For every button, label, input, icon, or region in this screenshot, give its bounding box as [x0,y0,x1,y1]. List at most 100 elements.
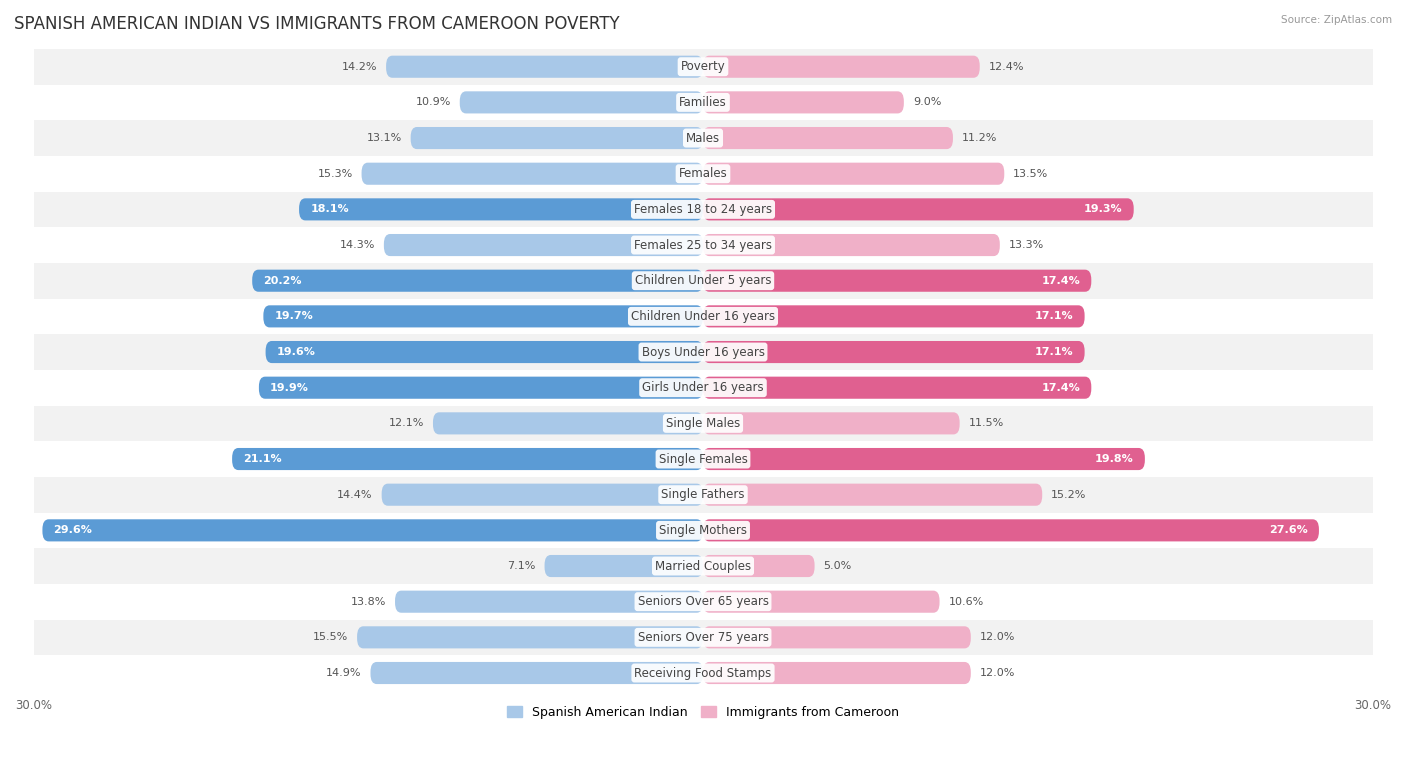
Bar [34,406,1372,441]
Text: 15.2%: 15.2% [1052,490,1087,500]
Text: 21.1%: 21.1% [243,454,281,464]
Text: 13.3%: 13.3% [1008,240,1045,250]
FancyBboxPatch shape [299,199,703,221]
Text: Single Males: Single Males [666,417,740,430]
FancyBboxPatch shape [387,55,703,78]
Bar [34,370,1372,406]
Text: Children Under 16 years: Children Under 16 years [631,310,775,323]
Bar [34,85,1372,121]
FancyBboxPatch shape [263,305,703,327]
FancyBboxPatch shape [361,163,703,185]
Text: 12.0%: 12.0% [980,632,1015,642]
Bar [34,619,1372,655]
Text: 10.9%: 10.9% [415,97,451,108]
Text: Married Couples: Married Couples [655,559,751,572]
FancyBboxPatch shape [460,91,703,114]
Bar [34,512,1372,548]
Text: 12.4%: 12.4% [988,61,1024,72]
Text: 19.9%: 19.9% [270,383,309,393]
Text: 17.1%: 17.1% [1035,312,1073,321]
FancyBboxPatch shape [703,412,960,434]
Text: Males: Males [686,132,720,145]
Text: 15.5%: 15.5% [314,632,349,642]
Bar [34,263,1372,299]
Bar [34,121,1372,156]
FancyBboxPatch shape [395,590,703,612]
FancyBboxPatch shape [703,127,953,149]
FancyBboxPatch shape [703,163,1004,185]
Text: 17.4%: 17.4% [1042,276,1080,286]
Text: 13.8%: 13.8% [350,597,387,606]
FancyBboxPatch shape [433,412,703,434]
Text: 29.6%: 29.6% [53,525,93,535]
Text: 19.8%: 19.8% [1095,454,1133,464]
Bar [34,655,1372,691]
Text: Source: ZipAtlas.com: Source: ZipAtlas.com [1281,15,1392,25]
Text: Females: Females [679,168,727,180]
Bar [34,227,1372,263]
FancyBboxPatch shape [703,234,1000,256]
FancyBboxPatch shape [703,662,970,684]
Text: 12.1%: 12.1% [388,418,425,428]
FancyBboxPatch shape [703,590,939,612]
Bar [34,584,1372,619]
FancyBboxPatch shape [252,270,703,292]
Bar [34,548,1372,584]
Text: Children Under 5 years: Children Under 5 years [634,274,772,287]
FancyBboxPatch shape [703,199,1133,221]
FancyBboxPatch shape [371,662,703,684]
Text: Receiving Food Stamps: Receiving Food Stamps [634,666,772,679]
Bar [34,192,1372,227]
Text: 27.6%: 27.6% [1270,525,1308,535]
Bar [34,49,1372,85]
Text: Females 18 to 24 years: Females 18 to 24 years [634,203,772,216]
Text: Girls Under 16 years: Girls Under 16 years [643,381,763,394]
FancyBboxPatch shape [703,341,1084,363]
Text: 18.1%: 18.1% [311,205,349,215]
Text: 5.0%: 5.0% [824,561,852,571]
Text: 15.3%: 15.3% [318,169,353,179]
Text: 11.5%: 11.5% [969,418,1004,428]
FancyBboxPatch shape [232,448,703,470]
Text: Boys Under 16 years: Boys Under 16 years [641,346,765,359]
FancyBboxPatch shape [259,377,703,399]
FancyBboxPatch shape [357,626,703,648]
Text: SPANISH AMERICAN INDIAN VS IMMIGRANTS FROM CAMEROON POVERTY: SPANISH AMERICAN INDIAN VS IMMIGRANTS FR… [14,15,620,33]
Text: 14.9%: 14.9% [326,668,361,678]
FancyBboxPatch shape [703,305,1084,327]
Text: 17.4%: 17.4% [1042,383,1080,393]
Text: Females 25 to 34 years: Females 25 to 34 years [634,239,772,252]
FancyBboxPatch shape [384,234,703,256]
Text: 12.0%: 12.0% [980,668,1015,678]
Bar [34,156,1372,192]
Text: Seniors Over 65 years: Seniors Over 65 years [637,595,769,608]
Text: Single Mothers: Single Mothers [659,524,747,537]
Bar [34,441,1372,477]
Text: 14.2%: 14.2% [342,61,377,72]
Text: Families: Families [679,96,727,109]
Text: 20.2%: 20.2% [263,276,302,286]
Text: 17.1%: 17.1% [1035,347,1073,357]
FancyBboxPatch shape [703,270,1091,292]
FancyBboxPatch shape [266,341,703,363]
Text: 14.3%: 14.3% [340,240,375,250]
FancyBboxPatch shape [703,448,1144,470]
Text: 10.6%: 10.6% [949,597,984,606]
Text: 7.1%: 7.1% [508,561,536,571]
Bar [34,477,1372,512]
Text: Single Females: Single Females [658,453,748,465]
Text: 9.0%: 9.0% [912,97,941,108]
Text: 14.4%: 14.4% [337,490,373,500]
Legend: Spanish American Indian, Immigrants from Cameroon: Spanish American Indian, Immigrants from… [502,701,904,724]
Text: 19.6%: 19.6% [277,347,315,357]
Text: 13.1%: 13.1% [367,133,402,143]
FancyBboxPatch shape [42,519,703,541]
Text: 19.7%: 19.7% [274,312,314,321]
Text: 19.3%: 19.3% [1084,205,1122,215]
Text: 13.5%: 13.5% [1014,169,1049,179]
FancyBboxPatch shape [703,519,1319,541]
FancyBboxPatch shape [703,91,904,114]
Text: Poverty: Poverty [681,60,725,74]
FancyBboxPatch shape [703,55,980,78]
Text: 11.2%: 11.2% [962,133,997,143]
